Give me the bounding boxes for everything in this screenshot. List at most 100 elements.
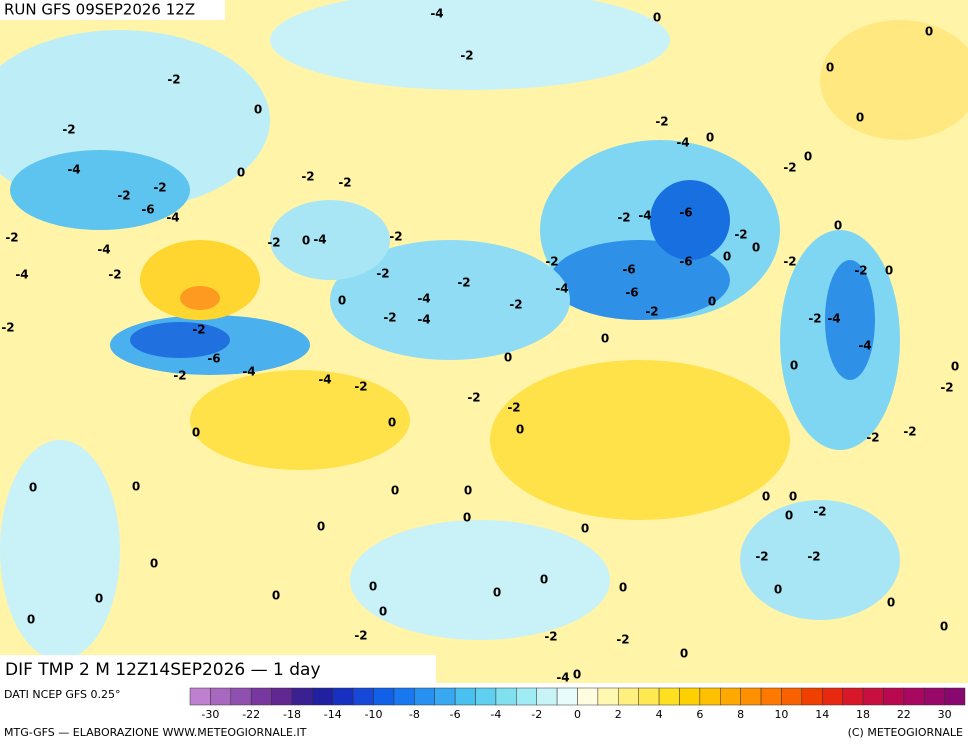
colorbar-tick-label: -30 — [201, 708, 219, 721]
contour-label: -2 — [457, 276, 470, 290]
contour-label: -4 — [67, 163, 80, 177]
contour-label: -2 — [645, 305, 658, 319]
contour-label: -4 — [15, 268, 28, 282]
contour-label: -6 — [679, 206, 692, 220]
colorbar-tick-label: 0 — [574, 708, 581, 721]
colorbar-tick-label: 8 — [737, 708, 744, 721]
contour-label: -2 — [376, 267, 389, 281]
colorbar-tick-label: -18 — [283, 708, 301, 721]
contour-label: -6 — [141, 203, 154, 217]
contour-label: 0 — [132, 480, 140, 494]
colorbar-swatch — [699, 687, 721, 706]
colorbar: -30 -22 -18 -14 -10 -8 -6 -4 -2 0 2 4 6 8 10 14 18 22 30 — [189, 687, 966, 721]
colorbar-swatch — [536, 687, 558, 706]
colorbar-tick-label: 14 — [815, 708, 829, 721]
contour-label: -2 — [940, 381, 953, 395]
colorbar-swatch — [658, 687, 680, 706]
colorbar-tick-label: -14 — [324, 708, 342, 721]
contour-label: 0 — [887, 596, 895, 610]
contour-label: -2 — [460, 49, 473, 63]
colorbar-swatch — [944, 687, 966, 706]
contour-label: 0 — [493, 586, 501, 600]
contour-label: -4 — [97, 243, 110, 257]
colorbar-tick-label: 18 — [856, 708, 870, 721]
contour-label: 0 — [254, 103, 262, 117]
colorbar-swatch — [210, 687, 232, 706]
contour-label: 0 — [856, 111, 864, 125]
colorbar-swatch — [434, 687, 456, 706]
contour-label: 0 — [834, 219, 842, 233]
contour-label: -6 — [622, 263, 635, 277]
colorbar-swatch — [760, 687, 782, 706]
contour-label: 0 — [272, 589, 280, 603]
colorbar-swatch — [597, 687, 619, 706]
contour-label: -2 — [783, 161, 796, 175]
contour-label: -2 — [354, 380, 367, 394]
contour-label: -2 — [544, 630, 557, 644]
contour-label: -4 — [313, 233, 326, 247]
colorbar-tick-label: -6 — [450, 708, 461, 721]
contour-label: -2 — [301, 170, 314, 184]
colorbar-tick-label: 10 — [774, 708, 788, 721]
contour-label: 0 — [504, 351, 512, 365]
colorbar-swatch — [556, 687, 578, 706]
run-label: RUN GFS 09SEP2026 12Z — [4, 1, 195, 19]
colorbar-swatch — [923, 687, 945, 706]
contour-label: -2 — [854, 264, 867, 278]
contour-label: -2 — [338, 176, 351, 190]
colorbar-swatch — [495, 687, 517, 706]
contour-label: 0 — [463, 511, 471, 525]
colorbar-swatch — [720, 687, 741, 706]
temperature-field — [0, 0, 968, 683]
contour-label: 0 — [317, 520, 325, 534]
contour-label: 0 — [95, 592, 103, 606]
colorbar-swatch — [393, 687, 415, 706]
colorbar-swatch — [679, 687, 701, 706]
contour-label: -2 — [866, 431, 879, 445]
contour-label: -4 — [858, 339, 871, 353]
contour-label: 0 — [885, 264, 893, 278]
contour-label: 0 — [826, 61, 834, 75]
contour-label: 0 — [516, 423, 524, 437]
contour-label: -2 — [813, 505, 826, 519]
colorbar-tick-label: -8 — [409, 708, 420, 721]
contour-label: 0 — [785, 509, 793, 523]
colorbar-tick-label: 6 — [696, 708, 703, 721]
colorbar-tick-label: 4 — [656, 708, 663, 721]
contour-label: 0 — [391, 484, 399, 498]
colorbar-swatch — [332, 687, 354, 706]
colorbar-swatch — [516, 687, 537, 706]
contour-label: -2 — [467, 391, 480, 405]
contour-label: 0 — [653, 11, 661, 25]
contour-label: -4 — [417, 292, 430, 306]
colorbar-swatch — [475, 687, 497, 706]
colorbar-swatch — [352, 687, 374, 706]
contour-label: -2 — [153, 181, 166, 195]
contour-label: -4 — [417, 313, 430, 327]
contour-label: -6 — [625, 286, 638, 300]
colorbar-swatch — [883, 687, 905, 706]
colorbar-swatch — [250, 687, 272, 706]
colorbar-swatch — [842, 687, 864, 706]
colorbar-swatch — [414, 687, 435, 706]
field-label: DIF TMP 2 M 12Z14SEP2026 — 1 day — [5, 660, 321, 680]
contour-label: 0 — [723, 250, 731, 264]
contour-label: -2 — [616, 633, 629, 647]
contour-label: -4 — [555, 282, 568, 296]
contour-label: -2 — [167, 73, 180, 87]
contour-label: -2 — [783, 255, 796, 269]
contour-label: -2 — [617, 211, 630, 225]
colorbar-tick-label: 30 — [938, 708, 952, 721]
contour-label: -2 — [903, 425, 916, 439]
contour-label: -2 — [383, 311, 396, 325]
contour-label: -2 — [108, 268, 121, 282]
contour-label: 0 — [762, 490, 770, 504]
contour-label: 0 — [790, 359, 798, 373]
contour-label: 0 — [27, 613, 35, 627]
colorbar-swatch — [577, 687, 599, 706]
colorbar-swatch — [230, 687, 252, 706]
contour-label: -4 — [318, 373, 331, 387]
contour-label: -4 — [676, 136, 689, 150]
colorbar-swatch — [373, 687, 395, 706]
